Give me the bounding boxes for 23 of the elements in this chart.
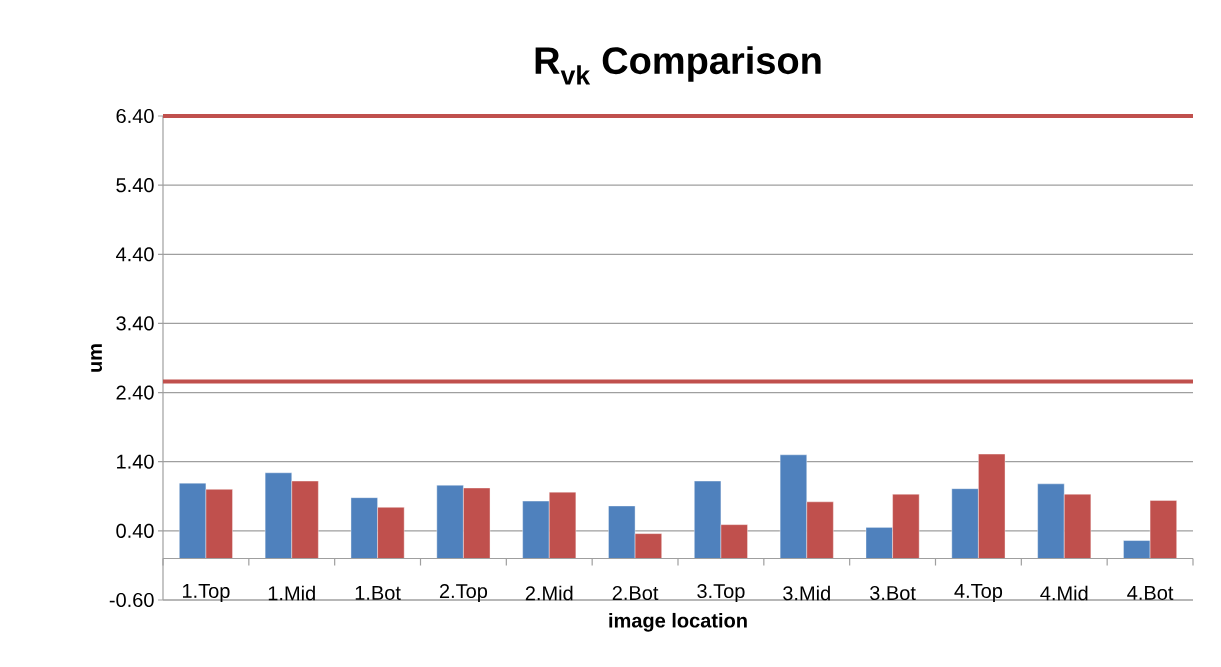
x-tick-label: 2.Mid	[525, 585, 573, 601]
x-tick-label: 4.Bot	[1127, 586, 1174, 600]
y-tick-label: 1.40	[117, 454, 154, 469]
x-tick-label: 1.Bot	[355, 586, 401, 600]
y-tick-label: 3.40	[116, 316, 154, 331]
x-tick-label: 1.Mid	[268, 585, 315, 601]
y-tick-label: 5.40	[116, 178, 154, 193]
x-tick-label: 2.Bot	[612, 585, 659, 601]
y-tick-label: 0.40	[116, 523, 154, 538]
chart-title: R$_{vk}$ Comparison	[535, 46, 821, 85]
x-tick-label: 4.Mid	[1040, 585, 1088, 601]
x-tick-label: 2.Top	[439, 583, 488, 603]
y-axis-title: um	[91, 344, 103, 372]
x-tick-label: 3.Mid	[783, 585, 830, 601]
x-tick-label: 4.Top	[954, 584, 1003, 602]
y-tick-label: 2.40	[116, 385, 154, 400]
y-tick-label: 4.40	[116, 247, 154, 262]
y-tick-label: -0.60	[109, 592, 154, 608]
x-tick-label: 3.Top	[697, 583, 745, 603]
x-tick-label: 1.Top	[182, 584, 230, 602]
x-tick-label: 3.Bot	[870, 585, 916, 601]
y-tick-label: 6.40	[116, 108, 154, 124]
x-axis-title: image location	[609, 612, 747, 632]
